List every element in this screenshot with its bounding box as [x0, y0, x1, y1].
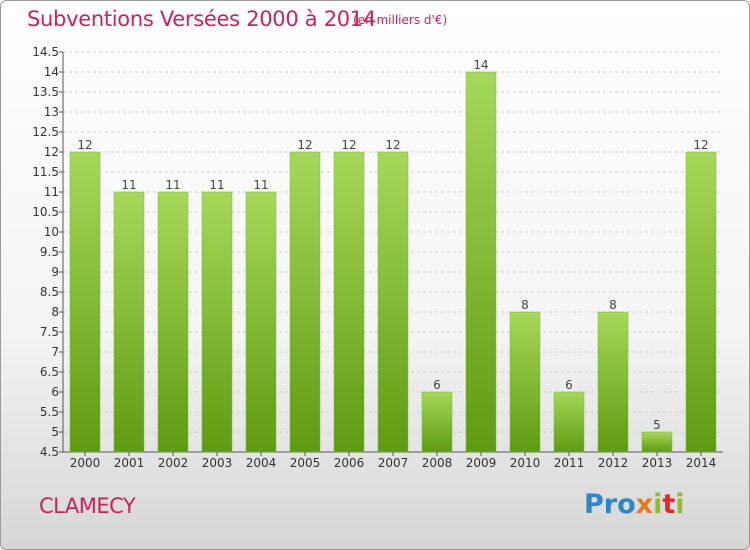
y-tick-label: 6	[51, 385, 59, 399]
data-label: 5	[653, 418, 661, 432]
bar-2001	[113, 191, 145, 453]
data-label: 11	[209, 178, 224, 192]
y-tick-label: 8	[51, 305, 59, 319]
y-tick-label: 11.5	[32, 165, 59, 179]
x-tick-label: 2006	[334, 456, 365, 470]
proxiti-logo[interactable]: Proxiti	[584, 489, 685, 520]
y-tick-label: 14	[44, 65, 59, 79]
data-label: 12	[385, 138, 400, 152]
y-tick-label: 13	[44, 105, 59, 119]
data-label: 6	[433, 378, 441, 392]
x-tick-label: 2003	[202, 456, 233, 470]
bar-2012	[597, 311, 629, 453]
bar-2002	[157, 191, 189, 453]
city-name: CLAMECY	[39, 494, 136, 518]
x-tick-label: 2000	[70, 456, 101, 470]
x-tick-label: 2009	[466, 456, 497, 470]
x-tick-label: 2004	[246, 456, 277, 470]
data-label: 11	[253, 178, 268, 192]
data-label: 14	[473, 58, 488, 72]
x-tick-label: 2014	[686, 456, 717, 470]
x-tick-label: 2010	[510, 456, 541, 470]
bar-2010	[509, 311, 541, 453]
y-tick-label: 10.5	[32, 205, 59, 219]
data-label: 12	[693, 138, 708, 152]
x-tick-label: 2008	[422, 456, 453, 470]
x-tick-label: 2007	[378, 456, 409, 470]
bar-2008	[421, 391, 453, 453]
x-tick-label: 2013	[642, 456, 673, 470]
y-tick-label: 13.5	[32, 85, 59, 99]
x-tick-label: 2001	[114, 456, 145, 470]
y-tick-label: 12.5	[32, 125, 59, 139]
y-tick-label: 5	[51, 425, 59, 439]
bar-2003	[201, 191, 233, 453]
data-label: 11	[165, 178, 180, 192]
y-tick-label: 4.5	[40, 445, 59, 459]
y-tick-label: 7	[51, 345, 59, 359]
y-tick-label: 11	[44, 185, 59, 199]
data-label: 11	[121, 178, 136, 192]
y-tick-label: 9	[51, 265, 59, 279]
bar-layer	[69, 71, 717, 453]
data-label: 8	[521, 298, 529, 312]
bar-2007	[377, 151, 409, 453]
x-tick-label: 2005	[290, 456, 321, 470]
y-tick-label: 6.5	[40, 365, 59, 379]
chart-title: Subventions Versées 2000 à 2014	[27, 7, 376, 31]
bar-2009	[465, 71, 497, 453]
bar-2011	[553, 391, 585, 453]
data-label: 12	[297, 138, 312, 152]
data-label: 12	[341, 138, 356, 152]
data-label: 6	[565, 378, 573, 392]
bar-2013	[641, 431, 673, 453]
data-label: 8	[609, 298, 617, 312]
bar-2006	[333, 151, 365, 453]
bar-2000	[69, 151, 101, 453]
y-tick-label: 14.5	[32, 45, 59, 59]
x-tick-label: 2012	[598, 456, 629, 470]
y-tick-label: 10	[44, 225, 59, 239]
bar-2005	[289, 151, 321, 453]
y-tick-label: 5.5	[40, 405, 59, 419]
y-tick-label: 12	[44, 145, 59, 159]
label-layer: 12 11 11 11 11 12 12 12 6 14 8 6 8 5 12	[77, 58, 708, 432]
bar-2004	[245, 191, 277, 453]
x-tick-label: 2002	[158, 456, 189, 470]
bar-2014	[685, 151, 717, 453]
y-tick-label: 7.5	[40, 325, 59, 339]
data-label: 12	[77, 138, 92, 152]
y-tick-label: 8.5	[40, 285, 59, 299]
y-tick-label: 9.5	[40, 245, 59, 259]
chart-unit: (en milliers d'€)	[353, 13, 448, 27]
x-tick-label: 2011	[554, 456, 585, 470]
